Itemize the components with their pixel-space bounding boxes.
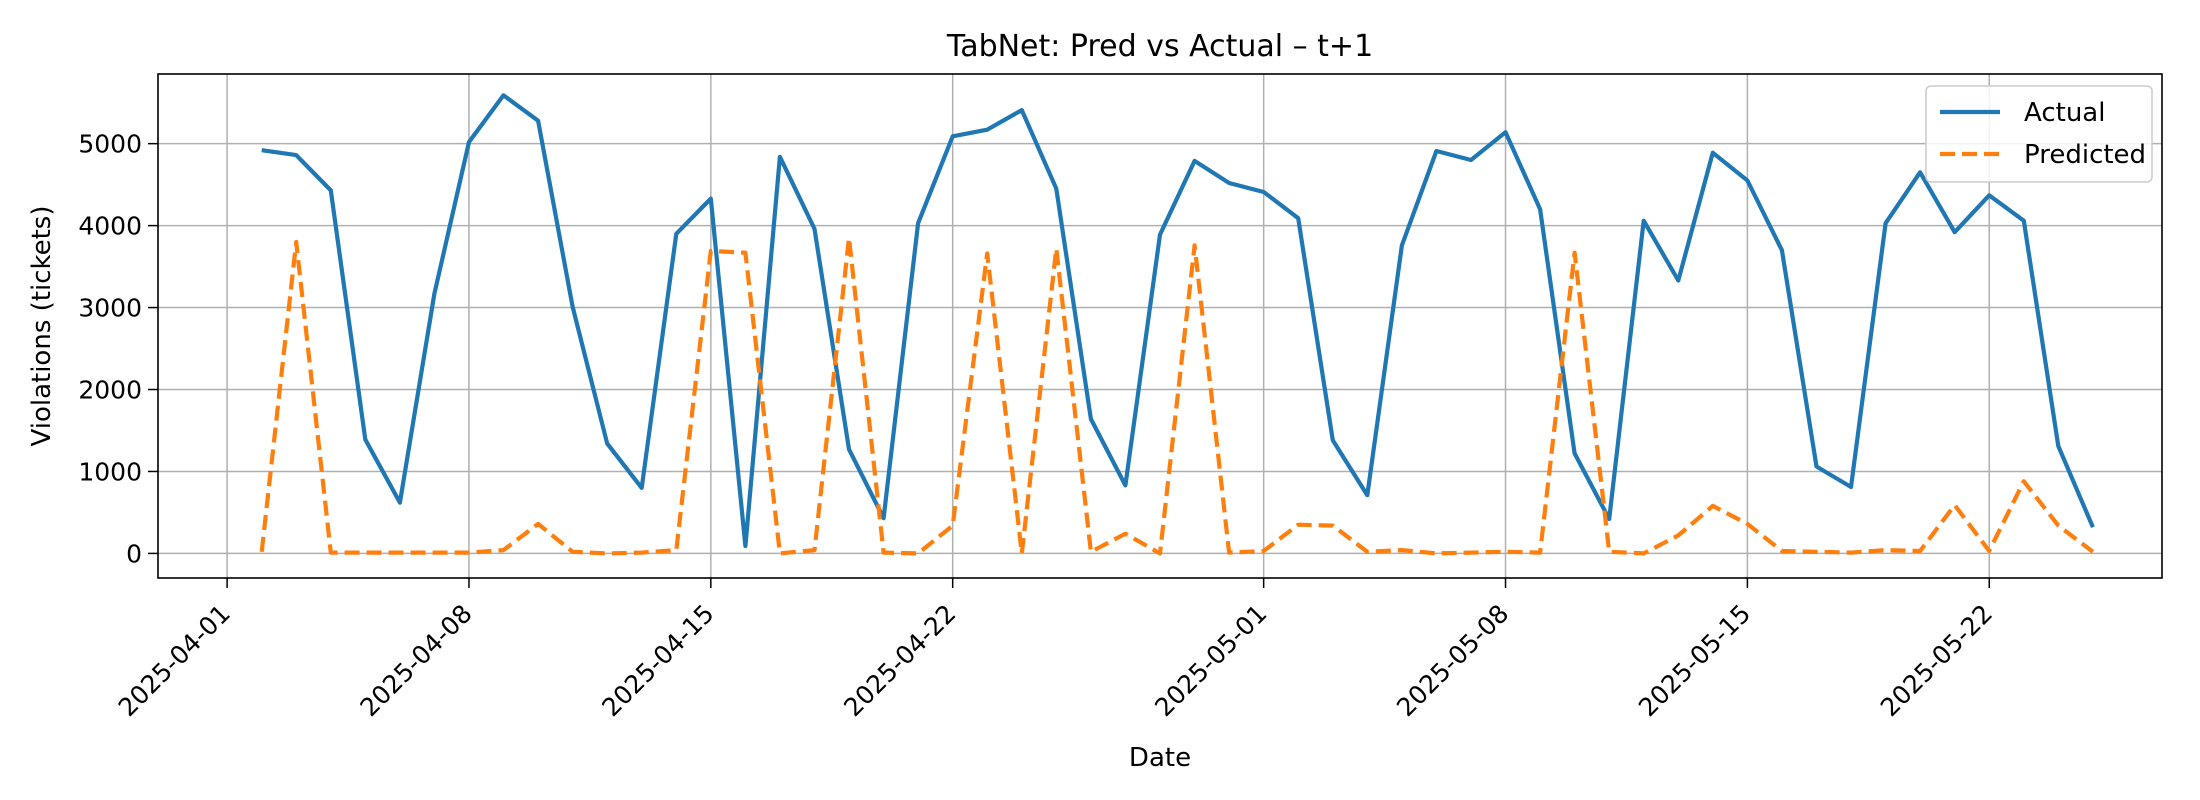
chart-title: TabNet: Pred vs Actual – t+1	[946, 29, 1373, 64]
y-tick-label: 2000	[78, 376, 142, 405]
y-tick-label: 0	[126, 539, 142, 568]
y-tick-label: 5000	[78, 130, 142, 159]
series-line-predicted	[259, 235, 2095, 556]
plot-frame	[157, 73, 2163, 579]
legend-label-predicted: Predicted	[2024, 140, 2146, 170]
y-axis-ticks: 0 1000 2000 3000 4000 5000	[78, 130, 158, 568]
series-lines	[259, 93, 2095, 556]
y-tick-label: 1000	[78, 457, 142, 486]
series-line-actual	[261, 93, 2095, 549]
y-axis-label: Violations (tickets)	[27, 206, 57, 447]
x-axis-label: Date	[1129, 743, 1191, 773]
legend-label-actual: Actual	[2024, 98, 2105, 128]
legend: Actual Predicted	[1925, 85, 2153, 183]
y-tick-label: 4000	[78, 212, 142, 241]
y-tick-label: 3000	[78, 294, 142, 323]
